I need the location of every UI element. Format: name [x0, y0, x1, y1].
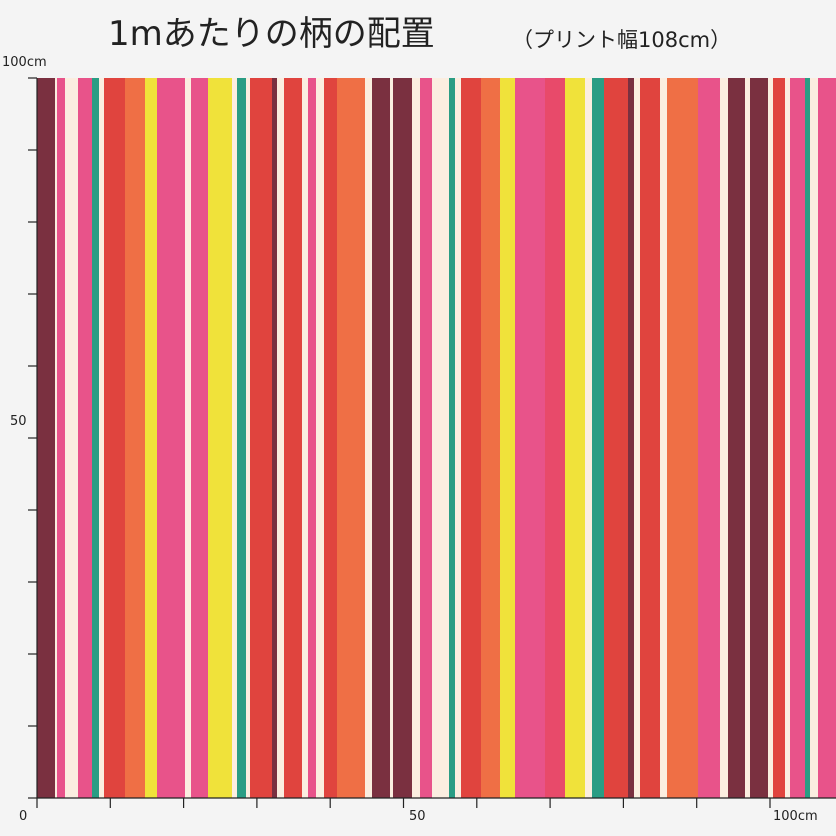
- stripe: [302, 78, 308, 798]
- stripe: [660, 78, 667, 798]
- stripe: [640, 78, 660, 798]
- ruler: [28, 77, 836, 808]
- stripe: [805, 78, 810, 798]
- left-ruler-top-label: 100cm: [2, 55, 47, 70]
- left-ruler-middle-label: 50: [10, 414, 27, 429]
- stripe: [237, 78, 246, 798]
- stripe: [308, 78, 316, 798]
- subtitle: （プリント幅108cm）: [512, 28, 731, 52]
- stripe: [720, 78, 728, 798]
- bottom-ruler-middle-label: 50: [409, 809, 426, 824]
- stripe: [585, 78, 592, 798]
- stripe: [232, 78, 237, 798]
- stripe: [99, 78, 104, 798]
- stripe: [420, 78, 432, 798]
- stripe: [365, 78, 372, 798]
- stripe: [565, 78, 585, 798]
- stripe: [372, 78, 390, 798]
- stripe: [316, 78, 324, 798]
- stripe: [698, 78, 720, 798]
- stripe: [272, 78, 277, 798]
- stripe: [449, 78, 455, 798]
- stripe: [750, 78, 768, 798]
- stripe: [250, 78, 272, 798]
- stripe: [277, 78, 284, 798]
- stripe: [78, 78, 92, 798]
- stripe: [667, 78, 698, 798]
- stripe: [191, 78, 208, 798]
- stripe: [818, 78, 836, 798]
- stripe: [92, 78, 99, 798]
- title: 1mあたりの柄の配置: [108, 14, 435, 54]
- stripe: [461, 78, 481, 798]
- stripe: [634, 78, 640, 798]
- stripe: [592, 78, 604, 798]
- bottom-ruler-start-label: 0: [19, 809, 27, 824]
- stripe: [810, 78, 818, 798]
- stripe: [57, 78, 65, 798]
- stripe: [773, 78, 785, 798]
- stripe: [412, 78, 420, 798]
- stripe: [104, 78, 125, 798]
- stripe: [728, 78, 745, 798]
- stripe: [145, 78, 157, 798]
- stripe: [515, 78, 545, 798]
- stripe: [65, 78, 78, 798]
- stripe: [208, 78, 232, 798]
- stripe: [790, 78, 805, 798]
- stripe: [337, 78, 365, 798]
- stripe: [55, 78, 57, 798]
- stripe: [745, 78, 750, 798]
- stripe: [432, 78, 449, 798]
- stripe: [393, 78, 412, 798]
- stripe-pattern: [37, 78, 836, 798]
- bottom-ruler-end-label: 100cm: [773, 809, 818, 824]
- stripe: [390, 78, 393, 798]
- stripe: [284, 78, 302, 798]
- stripe: [157, 78, 185, 798]
- stripe: [246, 78, 250, 798]
- stripe: [628, 78, 634, 798]
- stripe: [545, 78, 565, 798]
- stripe: [125, 78, 145, 798]
- stripe: [768, 78, 773, 798]
- stripe: [481, 78, 500, 798]
- stripe: [500, 78, 515, 798]
- stripe: [455, 78, 461, 798]
- stripe: [785, 78, 790, 798]
- stripe: [324, 78, 337, 798]
- stripe: [37, 78, 55, 798]
- stripe: [604, 78, 628, 798]
- stripe: [185, 78, 191, 798]
